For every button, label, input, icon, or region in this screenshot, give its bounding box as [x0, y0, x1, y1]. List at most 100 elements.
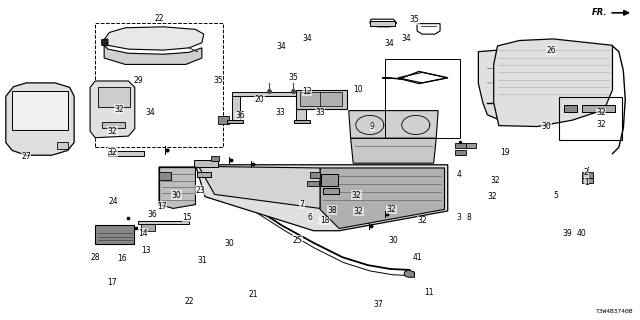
Polygon shape — [320, 168, 445, 228]
Polygon shape — [6, 83, 74, 155]
Text: 32: 32 — [387, 205, 396, 214]
Text: 32: 32 — [417, 216, 427, 225]
Text: 34: 34 — [146, 108, 156, 117]
Polygon shape — [232, 92, 306, 96]
Text: 18: 18 — [320, 216, 329, 225]
Polygon shape — [321, 174, 338, 186]
Text: 26: 26 — [547, 45, 556, 55]
Text: 33: 33 — [315, 108, 325, 117]
Polygon shape — [141, 224, 156, 231]
Text: 34: 34 — [277, 42, 287, 52]
Text: 38: 38 — [327, 206, 337, 215]
Polygon shape — [218, 116, 229, 124]
Text: 37: 37 — [374, 300, 383, 309]
Polygon shape — [310, 172, 320, 178]
Text: 10: 10 — [353, 85, 363, 94]
Text: 36: 36 — [147, 210, 157, 219]
Text: 20: 20 — [255, 95, 264, 104]
Polygon shape — [108, 151, 145, 156]
Polygon shape — [159, 167, 195, 208]
Bar — [559, 97, 622, 140]
Text: 28: 28 — [90, 253, 100, 262]
Text: 14: 14 — [138, 229, 148, 238]
Text: 32: 32 — [596, 120, 606, 130]
Text: 25: 25 — [293, 236, 303, 245]
Polygon shape — [351, 138, 436, 163]
Text: 2: 2 — [584, 168, 589, 177]
Text: 34: 34 — [302, 35, 312, 44]
Polygon shape — [198, 166, 320, 208]
Text: T3W4B3740B: T3W4B3740B — [595, 308, 633, 314]
Text: 1: 1 — [584, 178, 589, 187]
Text: 22: 22 — [154, 14, 164, 23]
Polygon shape — [582, 105, 615, 112]
Text: 7: 7 — [300, 200, 305, 209]
Text: 33: 33 — [276, 108, 285, 117]
Polygon shape — [104, 27, 204, 50]
Polygon shape — [296, 96, 306, 120]
Polygon shape — [211, 156, 219, 161]
Polygon shape — [195, 165, 448, 231]
Polygon shape — [456, 150, 466, 155]
Polygon shape — [95, 225, 134, 244]
Text: 35: 35 — [288, 73, 298, 82]
Polygon shape — [102, 39, 108, 46]
Text: 23: 23 — [195, 186, 205, 195]
Text: 32: 32 — [351, 190, 361, 200]
Polygon shape — [102, 122, 125, 128]
Text: 24: 24 — [109, 197, 118, 206]
Polygon shape — [564, 105, 577, 112]
Text: 30: 30 — [388, 236, 398, 245]
Polygon shape — [323, 188, 339, 195]
Bar — [95, 23, 223, 147]
Text: 32: 32 — [108, 148, 117, 156]
Polygon shape — [12, 91, 68, 130]
Polygon shape — [404, 270, 415, 277]
Text: 30: 30 — [542, 122, 552, 131]
Polygon shape — [296, 90, 347, 109]
Polygon shape — [300, 92, 342, 107]
Polygon shape — [294, 120, 310, 123]
Text: 11: 11 — [424, 288, 433, 297]
Polygon shape — [159, 172, 171, 180]
Polygon shape — [307, 181, 319, 186]
Text: 30: 30 — [172, 190, 181, 200]
Bar — [385, 59, 461, 138]
Polygon shape — [466, 143, 476, 148]
Text: 31: 31 — [197, 256, 207, 265]
Text: 40: 40 — [577, 229, 587, 238]
Text: 16: 16 — [117, 254, 127, 263]
Text: 6: 6 — [308, 213, 313, 222]
Text: 34: 34 — [401, 35, 411, 44]
Text: 41: 41 — [413, 253, 422, 262]
Text: 35: 35 — [213, 76, 223, 85]
Text: 17: 17 — [157, 202, 166, 211]
Polygon shape — [227, 120, 243, 123]
Polygon shape — [90, 81, 135, 138]
Polygon shape — [104, 45, 202, 64]
Text: 19: 19 — [500, 148, 510, 156]
Text: 32: 32 — [353, 207, 363, 216]
Polygon shape — [582, 178, 593, 183]
Text: FR.: FR. — [592, 8, 607, 17]
Polygon shape — [370, 21, 396, 26]
Text: 22: 22 — [184, 297, 194, 306]
Text: 39: 39 — [563, 229, 573, 238]
Text: 30: 30 — [225, 239, 234, 248]
Text: 21: 21 — [248, 290, 258, 299]
Polygon shape — [232, 96, 240, 120]
Text: 32: 32 — [108, 127, 117, 136]
Polygon shape — [456, 143, 466, 148]
Polygon shape — [98, 87, 130, 108]
Polygon shape — [193, 160, 218, 167]
Text: 32: 32 — [596, 108, 606, 117]
Text: 9: 9 — [370, 122, 375, 131]
Text: 27: 27 — [21, 152, 31, 161]
Text: 35: 35 — [410, 15, 419, 24]
Text: 32: 32 — [114, 105, 124, 114]
Text: 29: 29 — [133, 76, 143, 85]
Text: 17: 17 — [108, 278, 117, 287]
Text: 5: 5 — [554, 190, 559, 200]
Polygon shape — [349, 111, 438, 138]
Polygon shape — [582, 172, 593, 178]
